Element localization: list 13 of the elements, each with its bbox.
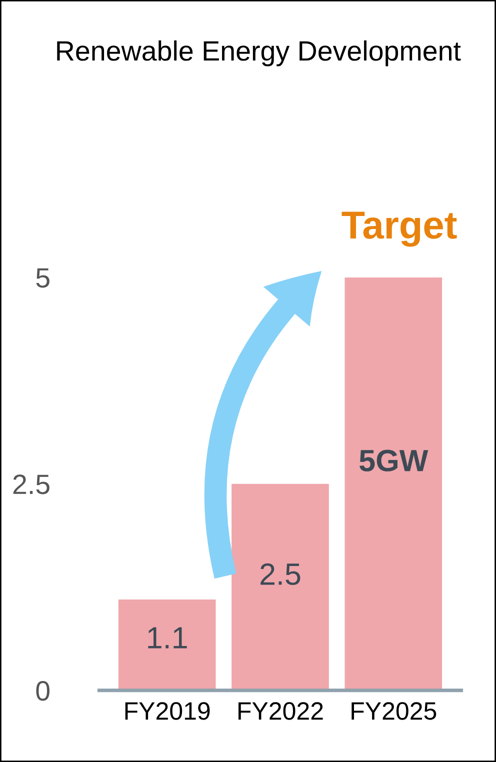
chart-title: Renewable Energy Development — [57, 40, 461, 66]
text: Target — [342, 212, 457, 247]
data-label: 2.5 — [260, 563, 300, 585]
data-label: 1.1 — [148, 627, 187, 648]
x-tick-label: FY2025 — [352, 702, 436, 720]
x-tick-label: FY2019 — [125, 702, 210, 720]
data-label: 5GW — [360, 450, 428, 472]
bar — [118, 600, 216, 690]
bar — [344, 277, 442, 690]
y-tick-label: 5 — [36, 268, 50, 288]
x-tick-label: FY2022 — [238, 702, 323, 720]
y-tick-label: 2.5 — [13, 474, 50, 494]
y-tick-label: 0 — [36, 681, 50, 701]
